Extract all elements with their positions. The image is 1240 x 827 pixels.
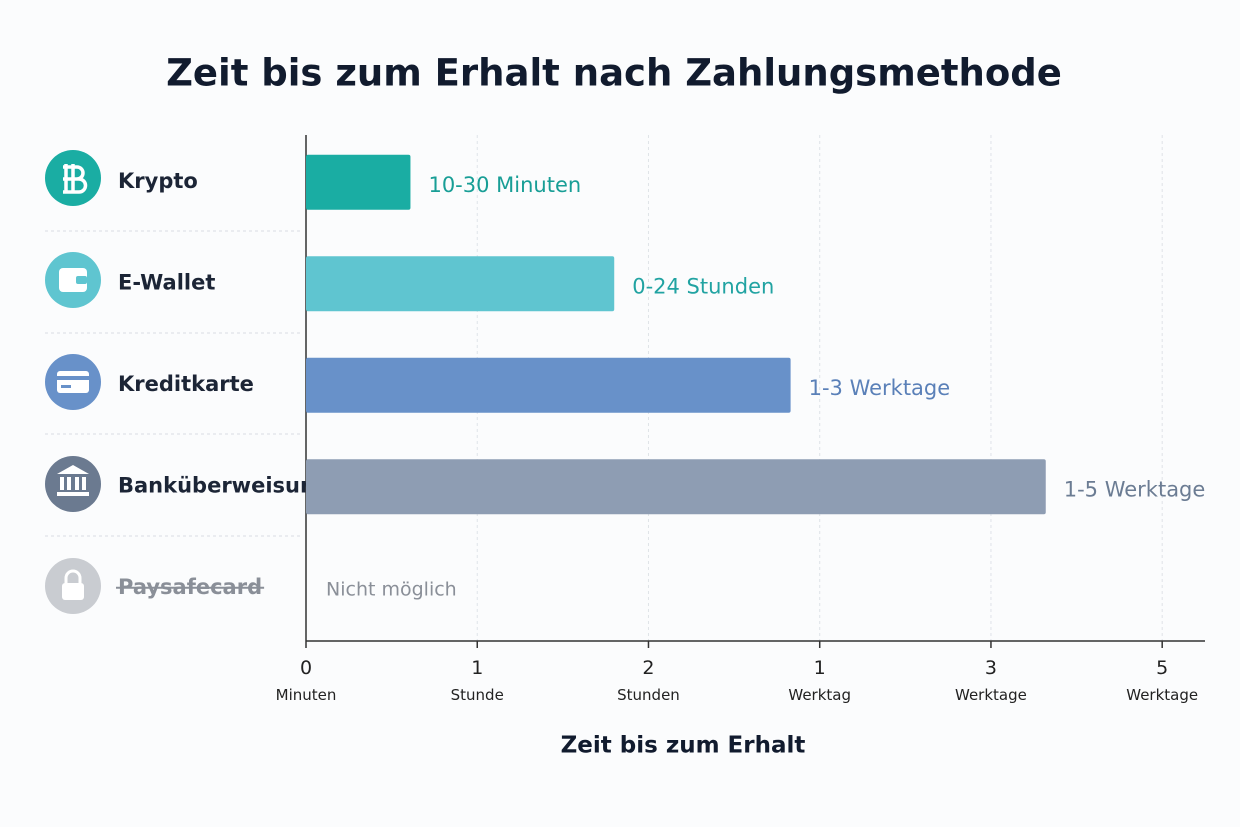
category-label: E-Wallet bbox=[118, 270, 215, 294]
row-separators bbox=[45, 230, 300, 537]
x-tick-label: 0 Minuten bbox=[275, 657, 337, 704]
x-axis-label: Zeit bis zum Erhalt bbox=[561, 733, 806, 759]
value-label: 1-5 Werktage bbox=[1064, 477, 1206, 501]
x-tick-label: 3 Werktage bbox=[955, 657, 1027, 704]
bar bbox=[306, 357, 791, 413]
value-label: 1-3 Werktage bbox=[809, 376, 951, 400]
bar bbox=[306, 459, 1046, 515]
category-label: Banküberweisung bbox=[118, 473, 330, 497]
x-tick-label: 1 Werktag bbox=[788, 657, 852, 704]
x-tick-label: 1 Stunde bbox=[450, 657, 504, 704]
category-label: Kreditkarte bbox=[118, 372, 254, 396]
chart-title: Zeit bis zum Erhalt nach Zahlungsmethode bbox=[166, 52, 1062, 95]
icon-bank bbox=[45, 456, 101, 512]
bar bbox=[306, 256, 615, 312]
x-tick-label: 2 Stunden bbox=[617, 657, 680, 704]
bar bbox=[306, 154, 411, 210]
value-label: 10-30 Minuten bbox=[428, 173, 581, 197]
value-label: Nicht möglich bbox=[326, 578, 457, 600]
x-tick-label: 5 Werktage bbox=[1126, 657, 1199, 704]
icon-kreditkarte bbox=[45, 354, 101, 410]
icon-krypto bbox=[45, 150, 101, 206]
value-label: 0-24 Stunden bbox=[632, 274, 774, 298]
icon-paysafecard bbox=[45, 558, 101, 614]
category-label: Krypto bbox=[118, 169, 198, 193]
icon-e-wallet bbox=[45, 252, 101, 308]
